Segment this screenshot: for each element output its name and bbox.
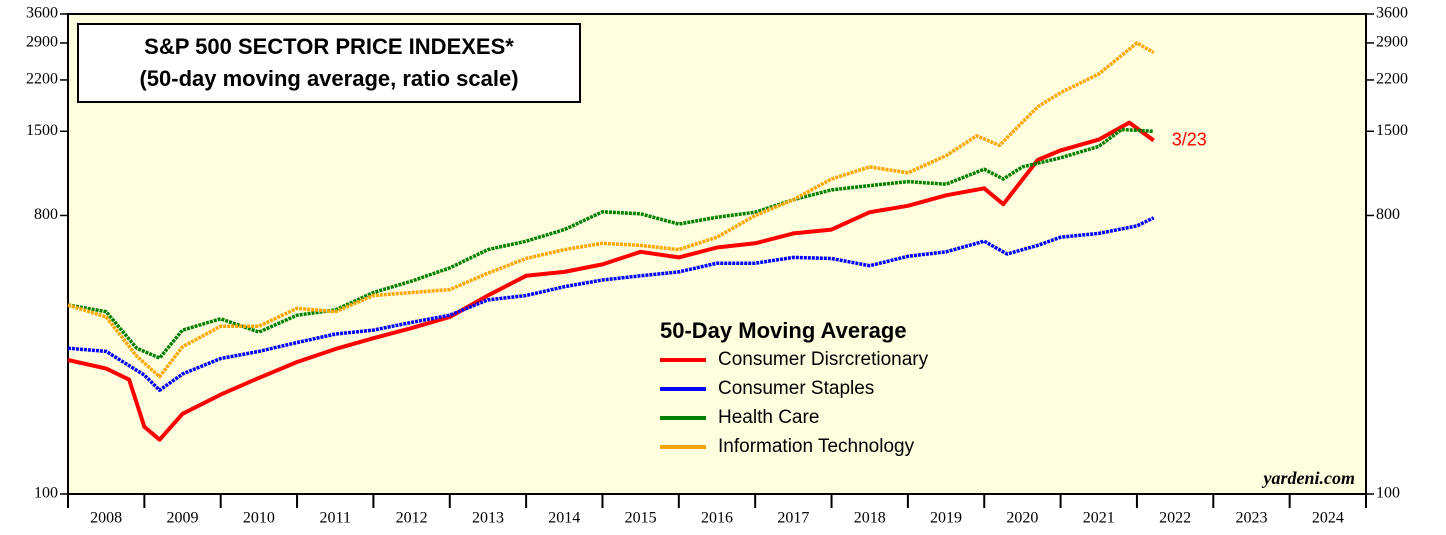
x-tick-label: 2013	[472, 510, 504, 527]
annotation: 3/23	[1172, 129, 1207, 149]
title-box	[77, 23, 581, 103]
y2-tick-label: 2200	[1376, 71, 1408, 88]
y-tick-label: 100	[34, 485, 58, 502]
x-tick-label: 2009	[167, 510, 199, 527]
x-tick-label: 2024	[1312, 510, 1344, 527]
x-tick-label: 2015	[625, 510, 657, 527]
series-line	[67, 127, 1154, 360]
y-tick-label: 2200	[26, 71, 58, 88]
y-tick-label: 1500	[26, 122, 58, 139]
y2-tick-label: 2900	[1376, 34, 1408, 51]
x-tick-label: 2022	[1159, 510, 1191, 527]
y-tick-label: 3600	[26, 5, 58, 22]
x-tick-label: 2019	[930, 510, 962, 527]
x-tick-label: 2014	[548, 510, 580, 527]
series-line	[67, 216, 1155, 392]
chart-title: S&P 500 SECTOR PRICE INDEXES*	[144, 34, 514, 59]
y2-tick-label: 100	[1376, 485, 1400, 502]
x-tick-label: 2010	[243, 510, 275, 527]
y-tick-label: 800	[34, 206, 58, 223]
chart-subtitle: (50-day moving average, ratio scale)	[139, 66, 518, 91]
x-tick-label: 2012	[396, 510, 428, 527]
x-tick-label: 2008	[90, 510, 122, 527]
x-tick-label: 2017	[777, 510, 809, 527]
x-tick-label: 2016	[701, 510, 733, 527]
y-tick-label: 2900	[26, 34, 58, 51]
legend-title: 50-Day Moving Average	[660, 318, 907, 343]
x-tick-label: 2021	[1083, 510, 1115, 527]
x-tick-label: 2011	[320, 510, 351, 527]
legend-label: Consumer Disrcretionary	[718, 349, 929, 370]
legend-label: Consumer Staples	[718, 378, 874, 399]
x-tick-label: 2023	[1235, 510, 1267, 527]
series-line	[67, 120, 1155, 442]
source: yardeni.com	[1262, 468, 1356, 488]
series-line	[67, 41, 1155, 379]
y2-tick-label: 800	[1376, 206, 1400, 223]
legend-label: Information Technology	[718, 436, 915, 457]
legend-label: Health Care	[718, 407, 819, 428]
x-tick-label: 2020	[1006, 510, 1038, 527]
x-tick-label: 2018	[854, 510, 886, 527]
y2-tick-label: 1500	[1376, 122, 1408, 139]
y2-tick-label: 3600	[1376, 5, 1408, 22]
